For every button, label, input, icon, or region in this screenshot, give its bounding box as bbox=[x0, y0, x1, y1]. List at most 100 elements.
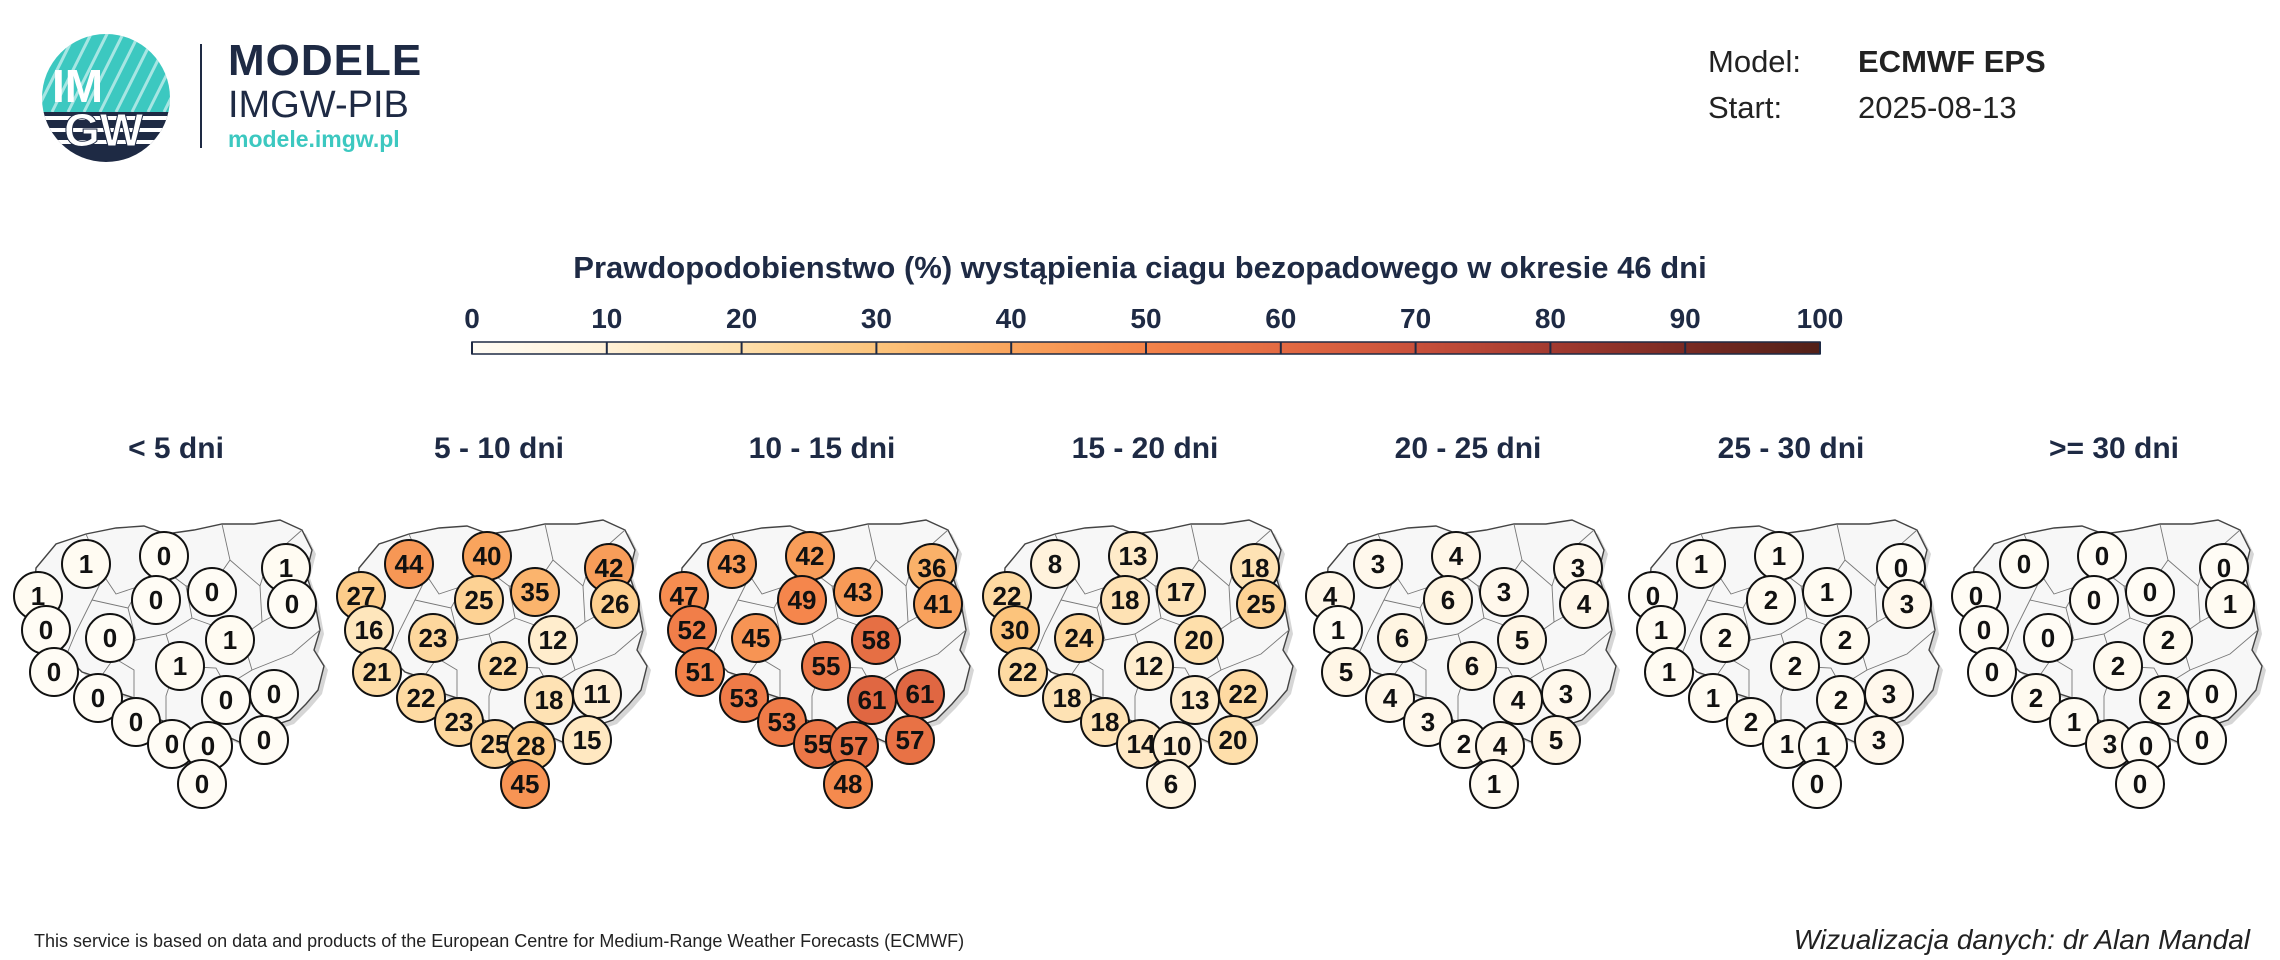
logo-divider bbox=[200, 44, 202, 148]
station-marker bbox=[396, 673, 446, 723]
station-value: 18 bbox=[1053, 683, 1082, 713]
station-value: 10 bbox=[1163, 731, 1192, 761]
station-value: 8 bbox=[1048, 549, 1062, 579]
station-value: 21 bbox=[363, 657, 392, 687]
station-value: 2 bbox=[1718, 623, 1732, 653]
station-value: 22 bbox=[1229, 679, 1258, 709]
station-marker bbox=[1030, 539, 1080, 589]
region-border bbox=[135, 585, 193, 641]
region-border bbox=[1728, 657, 1750, 698]
station-value: 0 bbox=[2017, 549, 2031, 579]
station-value: 0 bbox=[2087, 585, 2101, 615]
station-value: 57 bbox=[896, 725, 925, 755]
station-value: 1 bbox=[1487, 769, 1501, 799]
station-value: 13 bbox=[1181, 685, 1210, 715]
station-value: 0 bbox=[195, 769, 209, 799]
station-value: 12 bbox=[1135, 651, 1164, 681]
station-marker bbox=[155, 641, 205, 691]
station-marker bbox=[1174, 615, 1224, 665]
station-marker bbox=[2049, 697, 2099, 747]
station-value: 0 bbox=[2139, 731, 2153, 761]
station-value: 1 bbox=[223, 625, 237, 655]
region-border bbox=[1866, 629, 1936, 671]
map-panel-title: < 5 dni bbox=[128, 432, 224, 465]
map-panel-title: 25 - 30 dni bbox=[1718, 432, 1865, 465]
station-value: 2 bbox=[1788, 651, 1802, 681]
colorbar-tick-label: 100 bbox=[1797, 303, 1844, 334]
station-value: 23 bbox=[445, 707, 474, 737]
station-value: 3 bbox=[1900, 589, 1914, 619]
station-value: 22 bbox=[1009, 657, 1038, 687]
colorbar-tick-label: 40 bbox=[996, 303, 1027, 334]
station-value: 6 bbox=[1465, 651, 1479, 681]
station-marker bbox=[1080, 697, 1130, 747]
station-marker bbox=[2143, 615, 2193, 665]
start-label: Start: bbox=[1708, 90, 1783, 125]
station-value: 4 bbox=[1449, 541, 1464, 571]
station-value: 6 bbox=[1164, 769, 1178, 799]
region-border bbox=[1750, 585, 1808, 641]
station-value: 1 bbox=[1706, 683, 1720, 713]
svg-text:GW: GW bbox=[64, 104, 144, 156]
station-value: 0 bbox=[1646, 581, 1660, 611]
region-border bbox=[2073, 585, 2131, 641]
station-value: 42 bbox=[796, 541, 825, 571]
station-marker bbox=[1236, 579, 1286, 629]
station-value: 61 bbox=[858, 685, 887, 715]
station-value: 45 bbox=[742, 623, 771, 653]
station-value: 1 bbox=[79, 549, 93, 579]
visualization-credit: Wizualizacja danych: dr Alan Mandal bbox=[1793, 924, 2250, 955]
station-value: 53 bbox=[730, 683, 759, 713]
station-value: 0 bbox=[1977, 615, 1991, 645]
station-marker bbox=[1854, 715, 1904, 765]
station-marker bbox=[1403, 697, 1453, 747]
station-value: 44 bbox=[395, 549, 424, 579]
station-value: 1 bbox=[1331, 615, 1345, 645]
station-value: 0 bbox=[205, 577, 219, 607]
station-value: 0 bbox=[2217, 553, 2231, 583]
station-value: 23 bbox=[419, 623, 448, 653]
station-value: 25 bbox=[465, 585, 494, 615]
station-value: 40 bbox=[473, 541, 502, 571]
poland-map: 0 0 00 000 10 20 22 2 013 0 00 bbox=[1951, 519, 2266, 809]
map-panel-title: >= 30 dni bbox=[2049, 432, 2179, 465]
station-value: 1 bbox=[31, 581, 45, 611]
station-value: 0 bbox=[1985, 657, 1999, 687]
station-value: 3 bbox=[1872, 725, 1886, 755]
region-border bbox=[1220, 629, 1290, 671]
station-value: 3 bbox=[1571, 553, 1585, 583]
station-marker bbox=[1802, 567, 1852, 617]
station-value: 0 bbox=[2041, 623, 2055, 653]
logo-url[interactable]: modele.imgw.pl bbox=[228, 126, 400, 152]
station-marker bbox=[1353, 539, 1403, 589]
station-value: 28 bbox=[517, 731, 546, 761]
station-marker bbox=[1688, 673, 1738, 723]
station-marker bbox=[131, 575, 181, 625]
station-marker bbox=[454, 575, 504, 625]
region-border bbox=[1543, 629, 1613, 671]
colorbar-tick-label: 90 bbox=[1670, 303, 1701, 334]
station-marker bbox=[2069, 575, 2119, 625]
station-value: 1 bbox=[1780, 729, 1794, 759]
region-border bbox=[1104, 585, 1162, 641]
colorbar-tick-label: 60 bbox=[1265, 303, 1296, 334]
station-value: 4 bbox=[1577, 589, 1592, 619]
station-value: 1 bbox=[1820, 577, 1834, 607]
station-marker bbox=[1559, 579, 1609, 629]
station-marker bbox=[1423, 575, 1473, 625]
colorbar-tick-label: 80 bbox=[1535, 303, 1566, 334]
station-value: 25 bbox=[481, 729, 510, 759]
station-value: 3 bbox=[1371, 549, 1385, 579]
station-value: 18 bbox=[1241, 553, 1270, 583]
station-value: 0 bbox=[47, 657, 61, 687]
station-marker bbox=[2115, 759, 2165, 809]
region-border bbox=[574, 629, 644, 671]
region-border bbox=[458, 585, 516, 641]
map-panel-title: 15 - 20 dni bbox=[1072, 432, 1219, 465]
station-value: 20 bbox=[1185, 625, 1214, 655]
colorbar-tick-label: 20 bbox=[726, 303, 757, 334]
